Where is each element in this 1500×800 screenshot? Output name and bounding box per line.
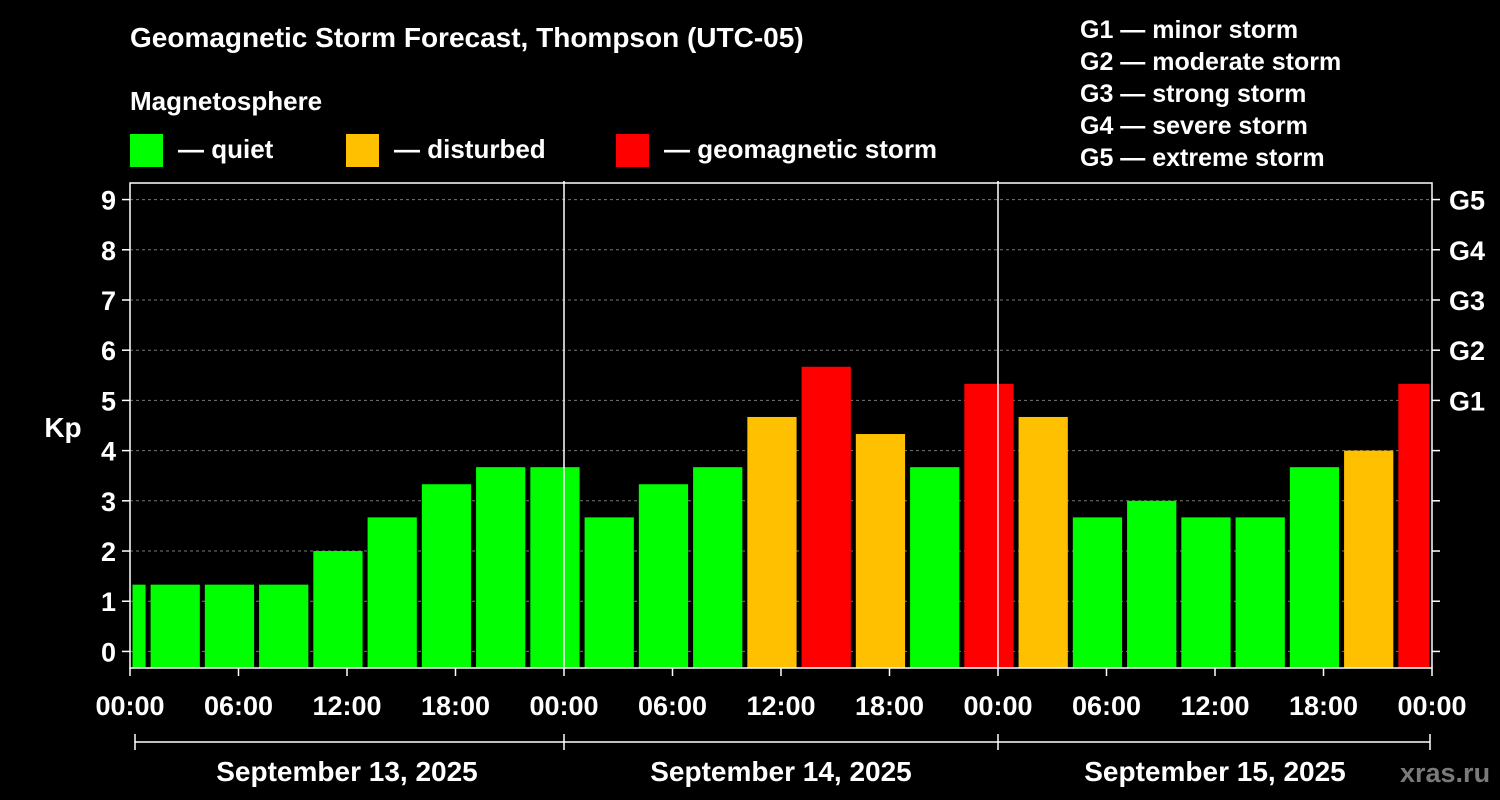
kp-bar-5 [367,517,417,668]
kp-bar-9 [584,517,634,668]
magnetosphere-label: Magnetosphere [130,86,323,116]
x-tick-label-4: 00:00 [529,691,598,721]
kp-bar-3 [259,584,309,668]
kp-bar-11 [693,467,743,668]
kp-bar-15 [910,467,960,668]
x-tick-label-1: 06:00 [204,691,273,721]
kp-bar-20 [1181,517,1231,668]
kp-bar-2 [204,584,255,668]
legend-quiet-label: — quiet [178,134,274,164]
kp-bar-4 [313,551,363,668]
kp-bar-0 [132,584,146,668]
x-tick-label-9: 06:00 [1072,691,1141,721]
x-tick-label-0: 00:00 [95,691,164,721]
y-tick-label-0: 0 [101,637,116,667]
day-label-2: September 15, 2025 [1084,756,1346,787]
legend-storm-label: — geomagnetic storm [664,134,938,164]
x-tick-label-2: 12:00 [312,691,381,721]
watermark: xras.ru [1400,758,1491,788]
y-tick-label-8: 8 [101,236,116,266]
storm-scale-g5: G5 — extreme storm [1080,144,1325,172]
legend-quiet-swatch [130,134,163,167]
y-tick-label-7: 7 [101,286,116,316]
x-tick-label-7: 18:00 [855,691,924,721]
day-label-1: September 14, 2025 [650,756,912,787]
g-scale-label-g5: G5 [1449,186,1485,216]
y-tick-label-5: 5 [101,386,116,416]
storm-scale-g3: G3 — strong storm [1080,80,1307,108]
y-tick-label-1: 1 [101,587,116,617]
x-tick-label-8: 00:00 [963,691,1032,721]
kp-bar-7 [476,467,526,668]
kp-bar-16 [964,383,1014,668]
kp-bar-6 [421,484,472,668]
g-scale-label-g3: G3 [1449,286,1485,316]
legend-storm-swatch [616,134,649,167]
storm-scale-g4: G4 — severe storm [1080,112,1308,140]
y-tick-label-6: 6 [101,336,116,366]
kp-bar-10 [638,484,689,668]
x-tick-label-5: 06:00 [638,691,707,721]
storm-scale-g1: G1 — minor storm [1080,16,1299,44]
kp-bar-1 [150,584,200,668]
kp-bar-22 [1289,467,1340,668]
kp-bar-12 [747,416,797,668]
kp-bar-14 [855,434,906,668]
day-label-0: September 13, 2025 [216,756,478,787]
storm-scale-g2: G2 — moderate storm [1080,48,1342,76]
g-scale-label-g4: G4 [1449,236,1485,266]
kp-bar-19 [1127,500,1177,668]
kp-bar-13 [801,366,851,668]
legend-disturbed-label: — disturbed [394,134,546,164]
kp-bar-18 [1072,517,1123,668]
g-scale-label-g1: G1 [1449,386,1485,416]
x-tick-label-11: 18:00 [1289,691,1358,721]
g-scale-label-g2: G2 [1449,336,1485,366]
legend-disturbed-swatch [346,134,379,167]
kp-bar-17 [1018,416,1068,668]
y-tick-label-3: 3 [101,487,116,517]
x-tick-label-6: 12:00 [746,691,815,721]
kp-bar-24 [1398,383,1430,668]
kp-bar-21 [1235,517,1285,668]
x-tick-label-10: 12:00 [1180,691,1249,721]
x-tick-label-3: 18:00 [421,691,490,721]
y-axis-label: Kp [44,412,81,443]
chart-title: Geomagnetic Storm Forecast, Thompson (UT… [130,22,804,53]
kp-bar-23 [1344,450,1394,668]
y-tick-label-2: 2 [101,537,116,567]
y-tick-label-4: 4 [101,437,116,467]
y-tick-label-9: 9 [101,186,116,216]
kp-bar-8 [530,467,580,668]
x-tick-label-12: 00:00 [1397,691,1466,721]
